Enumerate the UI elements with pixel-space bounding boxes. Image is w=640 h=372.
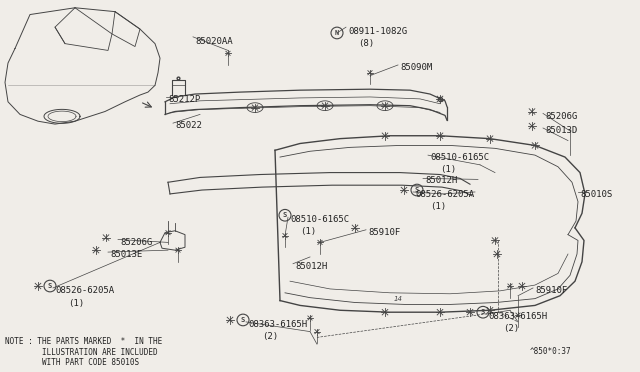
Text: (8): (8) — [358, 39, 374, 48]
Text: 85206G: 85206G — [545, 112, 577, 121]
Text: (1): (1) — [430, 202, 446, 211]
Text: ^850*0:37: ^850*0:37 — [530, 347, 572, 356]
Text: 08526-6205A: 08526-6205A — [415, 190, 474, 199]
Text: 85910F: 85910F — [368, 228, 400, 237]
Text: 85020AA: 85020AA — [195, 37, 232, 46]
Text: 85013E: 85013E — [110, 250, 142, 259]
Text: N: N — [335, 30, 339, 36]
Text: 85022: 85022 — [175, 121, 202, 130]
Text: 85910F: 85910F — [535, 286, 567, 295]
Text: S: S — [481, 309, 485, 315]
Text: (1): (1) — [440, 165, 456, 174]
Text: S: S — [415, 187, 419, 193]
Text: 85012H: 85012H — [295, 262, 327, 271]
Text: 08510-6165C: 08510-6165C — [290, 215, 349, 224]
Text: 85212P: 85212P — [168, 95, 200, 104]
Text: (1): (1) — [300, 227, 316, 236]
Text: 08363-6165H: 08363-6165H — [488, 312, 547, 321]
Text: 85010S: 85010S — [580, 190, 612, 199]
Text: 14: 14 — [394, 296, 403, 302]
Text: 85090M: 85090M — [400, 63, 432, 72]
Text: 08526-6205A: 08526-6205A — [55, 286, 114, 295]
Text: 85012H: 85012H — [425, 176, 457, 186]
Text: 85206G: 85206G — [120, 238, 152, 247]
Text: S: S — [241, 317, 245, 323]
Text: (2): (2) — [262, 331, 278, 341]
Text: S: S — [48, 283, 52, 289]
Text: 85013D: 85013D — [545, 126, 577, 135]
Text: 08510-6165C: 08510-6165C — [430, 153, 489, 162]
Text: NOTE : THE PARTS MARKED  *  IN THE
        ILLUSTRATION ARE INCLUDED
        WIT: NOTE : THE PARTS MARKED * IN THE ILLUSTR… — [5, 337, 163, 367]
Text: 08911-1082G: 08911-1082G — [348, 27, 407, 36]
Text: (2): (2) — [503, 324, 519, 333]
Text: 08363-6165H: 08363-6165H — [248, 320, 307, 329]
Text: (1): (1) — [68, 299, 84, 308]
Text: S: S — [283, 212, 287, 218]
